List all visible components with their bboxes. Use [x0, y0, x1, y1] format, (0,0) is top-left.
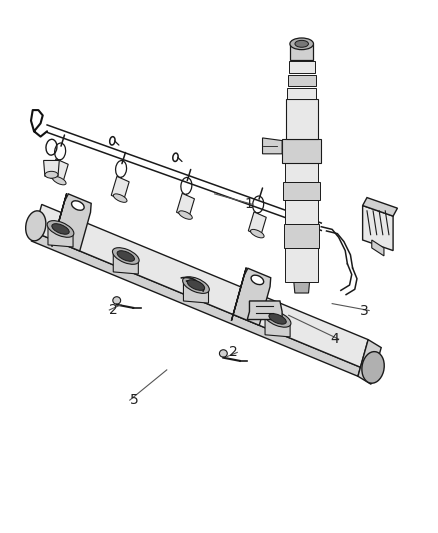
Polygon shape [284, 224, 319, 248]
Polygon shape [285, 163, 318, 182]
Ellipse shape [71, 201, 84, 210]
Polygon shape [233, 268, 271, 325]
Polygon shape [177, 193, 194, 217]
Polygon shape [285, 200, 318, 224]
Text: 4: 4 [330, 332, 339, 346]
Text: 2: 2 [110, 303, 118, 317]
Polygon shape [288, 75, 315, 86]
Polygon shape [262, 138, 282, 154]
Ellipse shape [362, 352, 384, 383]
Ellipse shape [251, 275, 264, 285]
Ellipse shape [219, 350, 227, 357]
Ellipse shape [113, 297, 120, 304]
Text: 5: 5 [130, 393, 138, 407]
Polygon shape [50, 159, 68, 183]
Text: 2: 2 [229, 345, 237, 359]
Ellipse shape [269, 313, 286, 324]
Polygon shape [283, 182, 320, 200]
Ellipse shape [290, 38, 314, 50]
Ellipse shape [53, 176, 66, 185]
Ellipse shape [264, 311, 291, 327]
Ellipse shape [113, 194, 127, 203]
Polygon shape [372, 240, 384, 256]
Polygon shape [53, 194, 91, 251]
Ellipse shape [47, 221, 74, 237]
Text: 1: 1 [244, 197, 253, 212]
Polygon shape [113, 254, 138, 274]
Polygon shape [231, 268, 246, 321]
Polygon shape [290, 44, 313, 60]
Ellipse shape [179, 211, 192, 219]
Ellipse shape [251, 229, 264, 238]
Polygon shape [358, 340, 381, 384]
Ellipse shape [295, 41, 308, 47]
Polygon shape [363, 206, 393, 251]
Polygon shape [34, 205, 368, 367]
Polygon shape [52, 193, 67, 246]
Text: 3: 3 [360, 303, 369, 318]
Ellipse shape [113, 248, 139, 264]
Polygon shape [44, 160, 59, 176]
Ellipse shape [26, 211, 46, 241]
Polygon shape [248, 212, 266, 236]
Polygon shape [294, 282, 310, 293]
Polygon shape [287, 88, 316, 100]
Polygon shape [265, 317, 290, 337]
Polygon shape [363, 198, 397, 216]
Polygon shape [184, 283, 208, 303]
Polygon shape [48, 227, 73, 247]
Polygon shape [32, 232, 360, 376]
Ellipse shape [117, 251, 134, 261]
Polygon shape [247, 301, 282, 319]
Ellipse shape [187, 280, 205, 290]
Polygon shape [282, 139, 321, 163]
Ellipse shape [52, 224, 69, 234]
Ellipse shape [183, 277, 209, 293]
Polygon shape [111, 176, 129, 201]
Ellipse shape [45, 171, 58, 178]
Polygon shape [286, 100, 318, 139]
Polygon shape [289, 61, 315, 73]
Polygon shape [285, 248, 318, 282]
